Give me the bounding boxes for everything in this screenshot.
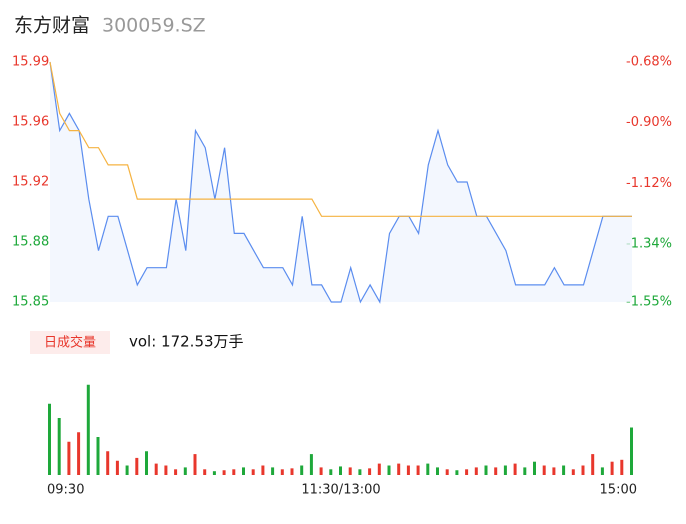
volume-bar: [193, 454, 197, 475]
volume-bar: [57, 418, 61, 475]
chart-subtitle: 300059.SZ: [102, 15, 206, 37]
volume-bar: [426, 463, 430, 475]
volume-bar: [261, 465, 265, 475]
volume-bar: [86, 384, 90, 475]
volume-bar: [523, 467, 527, 475]
volume-bar: [300, 465, 304, 475]
volume-bar: [416, 465, 420, 475]
volume-bar: [145, 451, 148, 475]
volume-bar: [203, 469, 207, 475]
volume-bar: [290, 468, 294, 475]
volume-bar: [183, 467, 187, 475]
volume-bar: [106, 451, 110, 475]
volume-bar: [125, 465, 129, 475]
volume-bar: [630, 427, 633, 475]
volume-bar: [48, 403, 51, 475]
volume-bar: [571, 469, 575, 475]
y-tick-label: 15.99: [12, 55, 49, 70]
volume-bar: [406, 465, 410, 475]
volume-bar: [455, 470, 459, 475]
volume-bar: [164, 465, 168, 475]
y-tick-label: 15.88: [12, 235, 49, 250]
price-line: [49, 61, 632, 304]
volume-bar: [339, 466, 342, 475]
volume-bar: [212, 471, 216, 475]
volume-label: 日成交量: [44, 335, 96, 351]
volume-bar: [67, 441, 71, 475]
volume-bar: [309, 454, 313, 475]
volume-bar: [368, 468, 372, 475]
x-tick-label: 11:30/13:00: [301, 483, 380, 498]
y2-tick-label: -1.55%: [626, 295, 672, 310]
volume-bar: [271, 467, 275, 475]
x-tick-label: 09:30: [47, 483, 84, 498]
y-tick-label: 15.96: [12, 115, 49, 130]
y2-tick-label: -0.90%: [626, 115, 672, 130]
volume-bar: [581, 465, 585, 475]
volume-bar: [77, 432, 81, 475]
volume-bar: [600, 467, 604, 475]
volume-bar: [280, 469, 284, 475]
volume-bar: [251, 469, 255, 475]
volume-bar: [397, 463, 401, 475]
volume-bar: [358, 469, 362, 475]
y2-tick-label: -1.12%: [626, 176, 672, 191]
volume-bar: [348, 467, 352, 475]
volume-bar: [513, 463, 517, 475]
y-tick-label: 15.92: [12, 175, 49, 190]
volume-bar: [242, 467, 245, 475]
volume-bar: [154, 463, 158, 475]
volume-bar: [562, 465, 566, 475]
y2-tick-label: -0.68%: [626, 55, 672, 70]
volume-bar: [494, 467, 498, 475]
volume-label-box: [30, 331, 110, 354]
y2-tick-label: -1.34%: [626, 237, 672, 252]
x-tick-label: 15:00: [600, 483, 637, 498]
volume-bar: [620, 459, 624, 475]
volume-bar: [135, 457, 139, 475]
volume-bar: [96, 437, 100, 475]
volume-bar: [115, 460, 119, 475]
volume-bar: [329, 469, 333, 475]
volume-bar: [474, 467, 478, 475]
volume-bar: [445, 469, 449, 475]
volume-bar: [232, 469, 236, 475]
average-line: [49, 61, 632, 217]
price-area: [50, 62, 632, 302]
volume-bar: [436, 467, 439, 475]
volume-bar: [610, 461, 614, 475]
volume-bar: [377, 463, 381, 475]
volume-bar: [387, 465, 391, 475]
volume-bar: [542, 465, 546, 475]
y-tick-label: 15.85: [12, 295, 49, 310]
volume-bar: [552, 467, 556, 475]
volume-bar: [503, 465, 507, 475]
volume-bar: [591, 454, 595, 475]
volume-bar: [533, 461, 536, 475]
volume-bar: [174, 469, 178, 475]
volume-bar: [319, 467, 323, 475]
volume-bar: [222, 470, 226, 475]
volume-bar: [465, 469, 469, 475]
chart-title: 东方财富: [14, 15, 90, 37]
volume-bar: [484, 465, 488, 475]
volume-summary: vol: 172.53万手: [129, 333, 244, 351]
